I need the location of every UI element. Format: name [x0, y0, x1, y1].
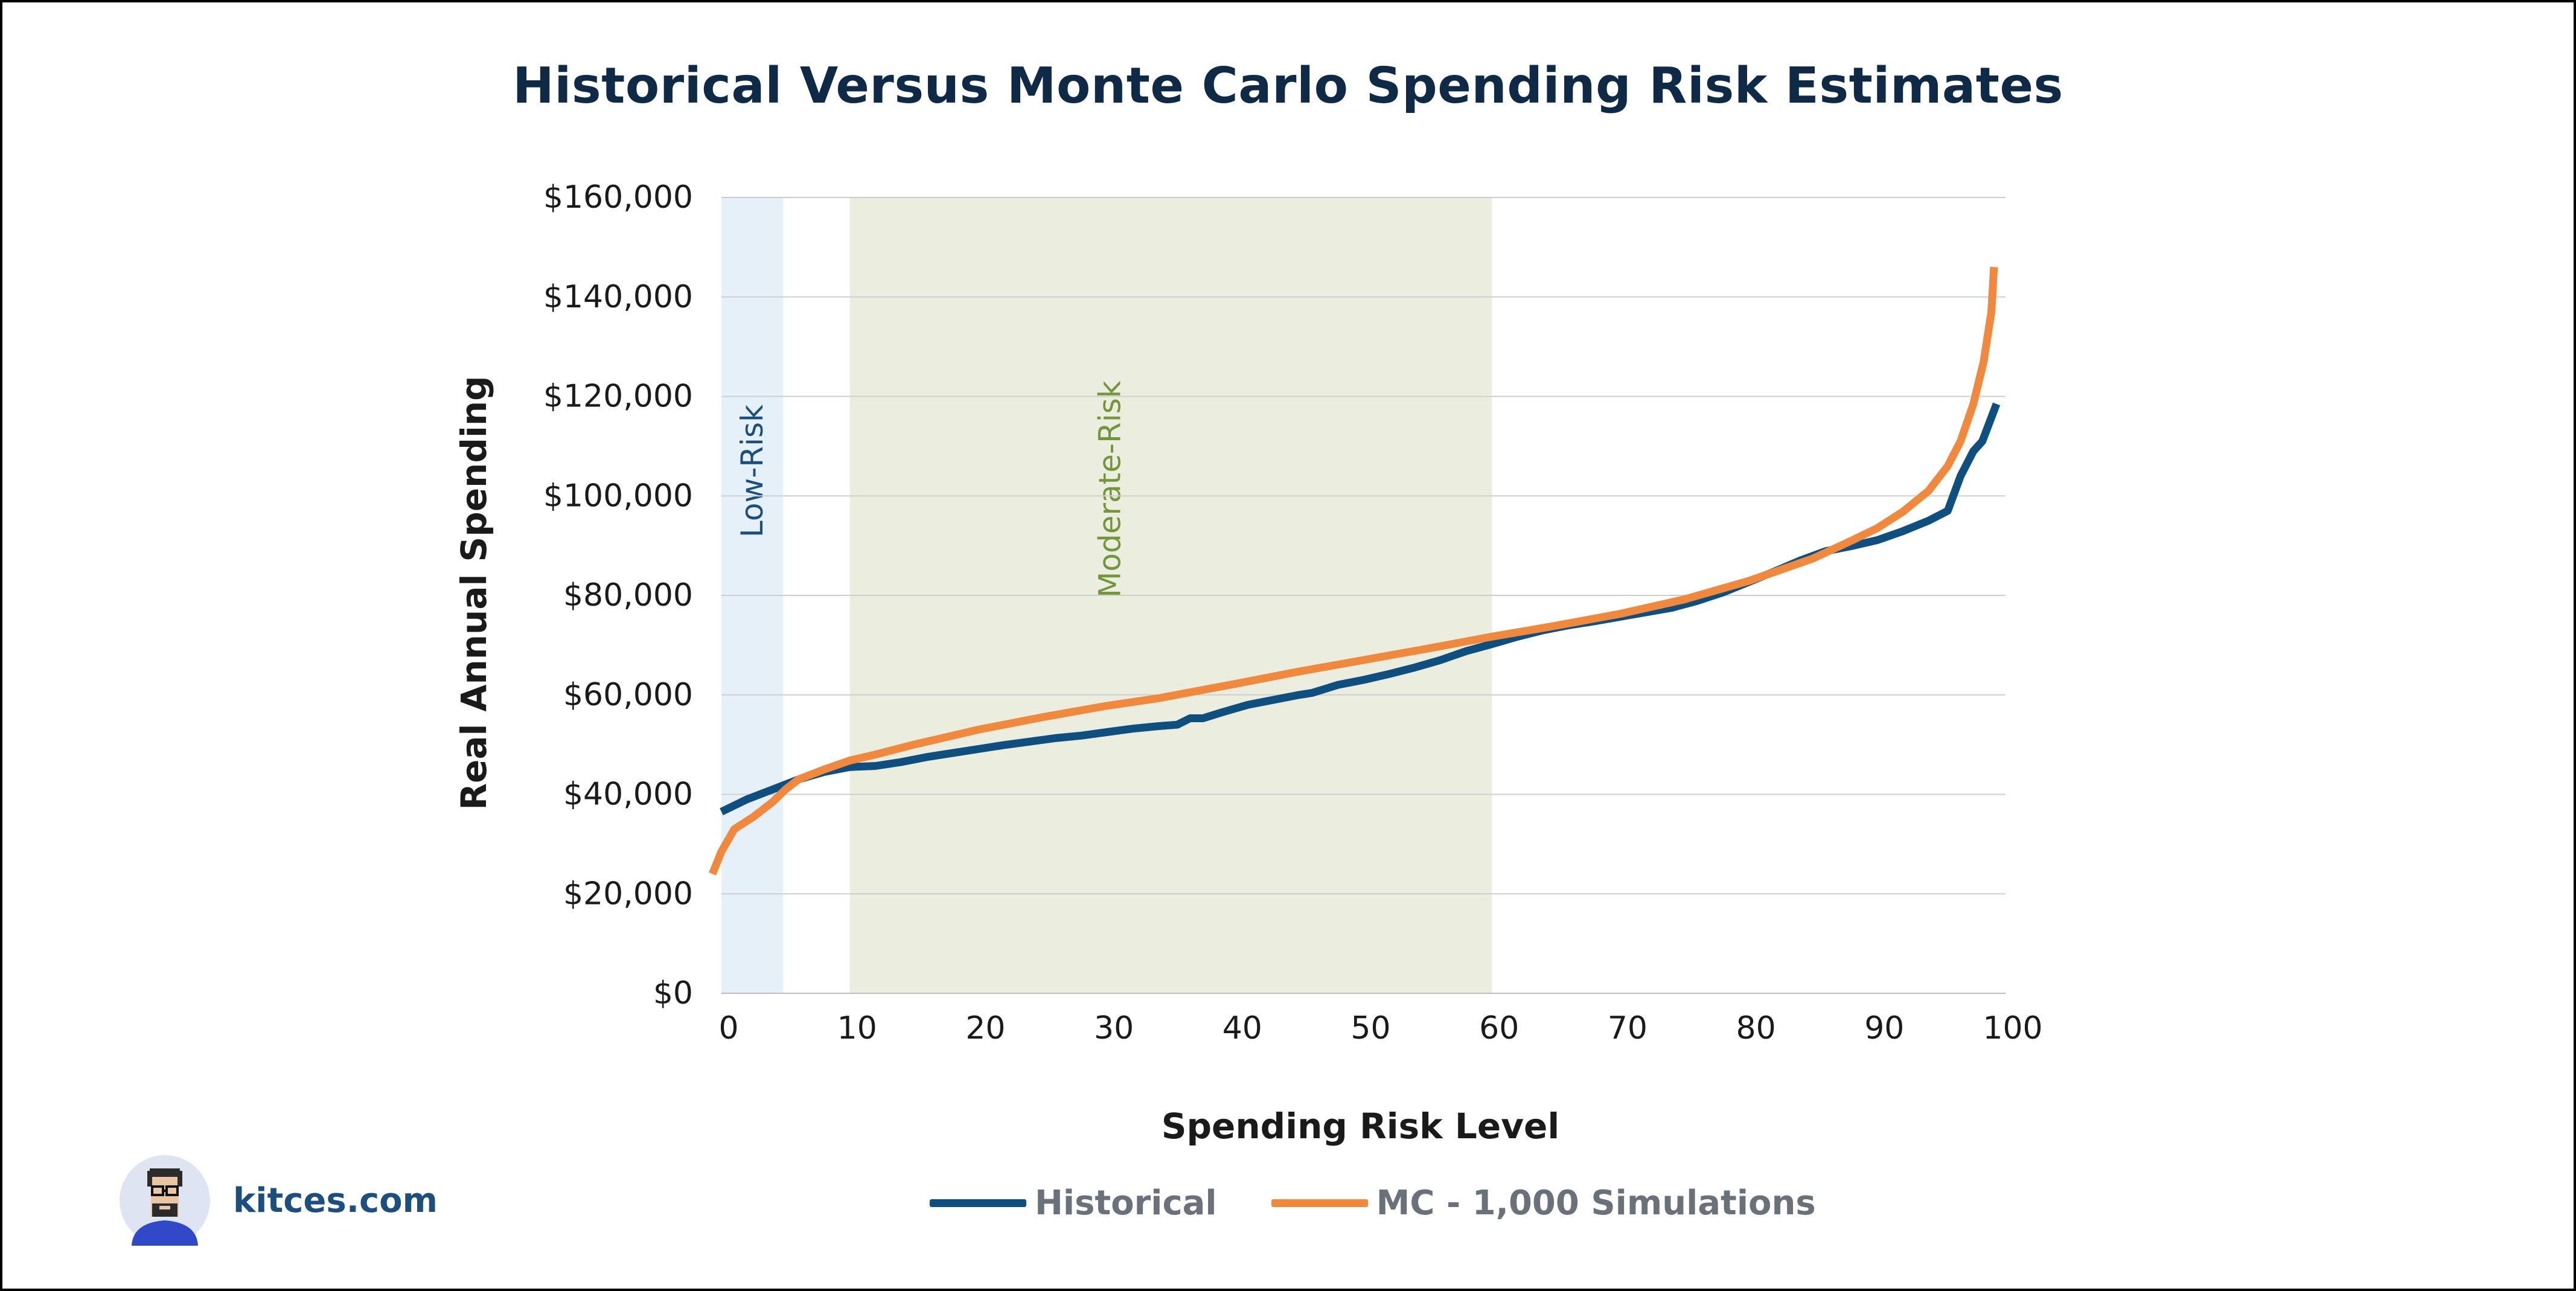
brand-name: kitces.com: [233, 1180, 438, 1220]
legend: Historical MC - 1,000 Simulations: [930, 1184, 1816, 1223]
y-tick-label: $0: [653, 975, 693, 1011]
brand: kitces.com: [120, 1155, 438, 1246]
avatar-icon: [120, 1155, 210, 1246]
x-tick-label: 100: [1983, 1010, 2042, 1046]
y-tick-label: $20,000: [563, 876, 693, 912]
legend-swatch-historical: [930, 1199, 1026, 1207]
y-tick-label: $80,000: [563, 577, 693, 613]
x-tick-label: 90: [1864, 1010, 1904, 1046]
x-tick-label: 70: [1608, 1010, 1648, 1046]
x-tick-label: 0: [718, 1010, 738, 1046]
legend-swatch-mc-simulations: [1271, 1199, 1368, 1207]
y-tick-label: $100,000: [543, 478, 693, 514]
y-tick-label: $160,000: [543, 179, 693, 216]
x-tick-label: 80: [1736, 1010, 1776, 1046]
x-tick-label: 10: [837, 1010, 877, 1046]
band-label-moderate-risk: Moderate-Risk: [1092, 380, 1127, 598]
series-lines: [709, 266, 2001, 876]
x-tick-label: 40: [1222, 1010, 1262, 1046]
y-tick-label: $40,000: [563, 777, 693, 813]
legend-item-historical: Historical: [930, 1184, 1217, 1223]
x-tick-label: 20: [965, 1010, 1005, 1046]
series-line-mc-1-000-simulations: [709, 266, 1998, 876]
legend-label-mc-simulations: MC - 1,000 Simulations: [1376, 1184, 1816, 1223]
y-tick-label: $60,000: [563, 677, 693, 713]
y-tick-label: $140,000: [543, 279, 693, 315]
x-tick-label: 60: [1479, 1010, 1519, 1046]
x-tick-label: 50: [1350, 1010, 1390, 1046]
x-tick-label: 30: [1094, 1010, 1134, 1046]
chart-title: Historical Versus Monte Carlo Spending R…: [513, 57, 2063, 115]
tick-labels: $0 $20,000 $40,000 $60,000 $80,000 $100,000 $1…: [543, 179, 2043, 1046]
y-axis-title: Real Annual Spending: [453, 376, 494, 810]
legend-label-historical: Historical: [1035, 1184, 1217, 1223]
y-tick-label: $120,000: [543, 379, 693, 415]
band-label-low-risk: Low-Risk: [735, 405, 770, 537]
x-axis-title: Spending Risk Level: [1162, 1106, 1559, 1147]
legend-item-mc-simulations: MC - 1,000 Simulations: [1271, 1184, 1816, 1223]
gridlines: [721, 197, 2006, 994]
